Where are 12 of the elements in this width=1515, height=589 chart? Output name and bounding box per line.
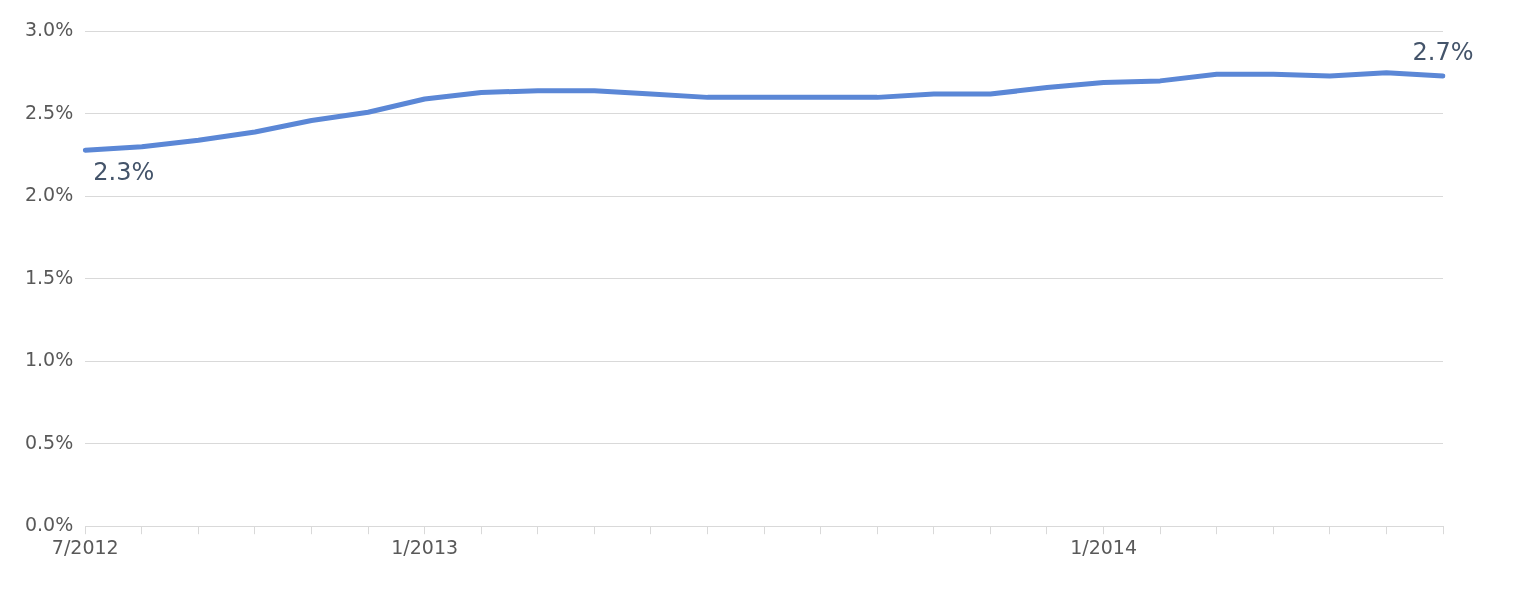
data-label: 2.7% [1412,38,1474,67]
x-tick-label: 1/2014 [1070,535,1137,558]
y-tick-label: 3.0% [24,18,74,41]
data-label: 2.3% [93,158,155,187]
y-tick-label: 2.0% [24,183,74,206]
y-tick-label: 0.0% [24,513,74,536]
x-tick-label: 1/2013 [391,535,459,558]
y-tick-label: 1.0% [24,348,74,371]
y-tick-label: 2.5% [24,100,74,123]
y-tick-label: 0.5% [24,430,74,453]
y-tick-label: 1.5% [24,265,74,288]
x-tick-label: 7/2012 [51,535,119,558]
